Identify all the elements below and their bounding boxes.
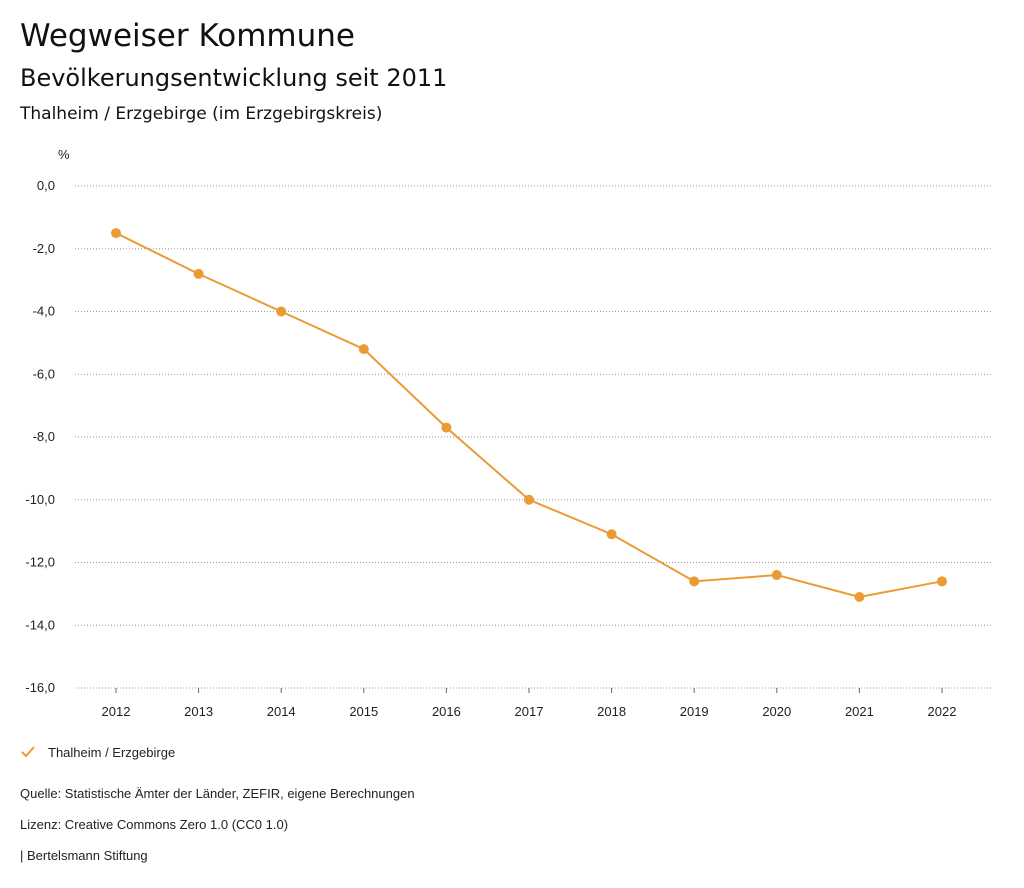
y-tick-label: -4,0: [33, 304, 55, 319]
data-point: [689, 576, 700, 587]
line-chart: % 0,0 -2,0 -4,0 -6,0 -8,0 -10,0 -12,0 -14,0 -16,…: [25, 147, 993, 719]
x-tick-label: 2016: [432, 704, 461, 719]
data-point: [771, 570, 782, 581]
x-tick-label: 2020: [762, 704, 791, 719]
legend[interactable]: Thalheim / Erzgebirge: [20, 744, 175, 760]
data-point: [937, 576, 947, 587]
data-point: [524, 494, 534, 505]
x-tick-label: 2017: [515, 704, 544, 719]
data-point: [111, 228, 121, 239]
data-point: [606, 529, 617, 540]
chart-subtitle: Bevölkerungsentwicklung seit 2011: [20, 64, 448, 92]
x-tick-label: 2013: [184, 704, 213, 719]
y-tick-label: -12,0: [25, 555, 55, 570]
x-tick-label: 2012: [102, 704, 131, 719]
data-point: [854, 592, 865, 603]
y-tick-label: -14,0: [25, 617, 55, 632]
x-tick-label: 2018: [597, 704, 626, 719]
publisher-note: | Bertelsmann Stiftung: [20, 848, 148, 863]
y-axis-unit: %: [58, 147, 70, 162]
data-point: [441, 422, 452, 433]
x-tick-label: 2022: [928, 704, 957, 719]
y-tick-label: -10,0: [25, 492, 55, 507]
page-title: Wegweiser Kommune: [20, 18, 355, 54]
y-tick-label: -16,0: [25, 680, 55, 695]
data-point: [193, 268, 204, 279]
x-tick-label: 2014: [267, 704, 296, 719]
y-tick-label: -6,0: [33, 366, 55, 381]
source-note: Quelle: Statistische Ämter der Länder, Z…: [20, 786, 415, 801]
y-tick-label: 0,0: [37, 178, 55, 193]
x-tick-label: 2019: [680, 704, 709, 719]
x-tick-label: 2015: [349, 704, 378, 719]
y-tick-label: -2,0: [33, 241, 55, 256]
data-point: [276, 306, 287, 317]
region-label: Thalheim / Erzgebirge (im Erzgebirgskrei…: [20, 104, 383, 124]
y-tick-label: -8,0: [33, 429, 55, 444]
series-line: [115, 232, 943, 599]
data-point: [358, 344, 369, 355]
legend-label: Thalheim / Erzgebirge: [48, 744, 176, 760]
checkmark-icon: [21, 746, 35, 758]
license-note: Lizenz: Creative Commons Zero 1.0 (CC0 1…: [20, 817, 289, 832]
x-tick-label: 2021: [845, 704, 874, 719]
